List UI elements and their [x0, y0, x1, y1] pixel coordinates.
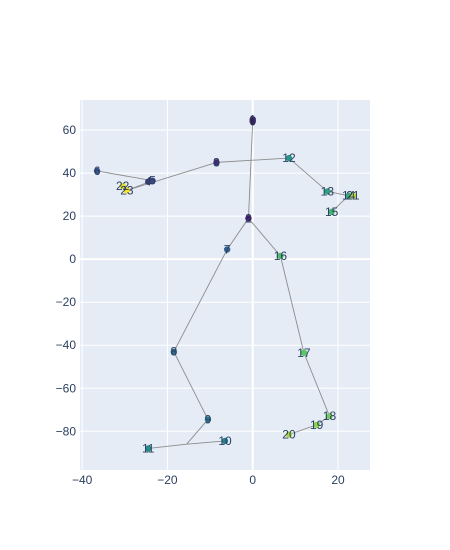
point-marker	[145, 445, 152, 452]
y-axis-ticks: −80 −60 −40 −20 0 20 40 60	[56, 123, 77, 438]
point-label: 15	[325, 205, 339, 219]
points	[93, 116, 357, 452]
point-marker	[93, 167, 101, 175]
point-label: 6	[94, 164, 101, 178]
edge-line	[331, 195, 349, 213]
edge-line	[216, 157, 289, 163]
point-label: 13	[321, 184, 335, 198]
edge-line	[288, 157, 328, 192]
edge-line	[288, 424, 317, 435]
edge-line	[186, 419, 209, 445]
point-marker	[149, 177, 156, 184]
edge-line	[126, 161, 217, 191]
point-label: 9	[205, 412, 212, 426]
edge-line	[96, 170, 153, 182]
point-marker	[170, 348, 178, 355]
point-marker	[245, 215, 252, 222]
edge-line	[327, 190, 349, 197]
point-label: 0	[249, 115, 256, 129]
point-marker	[349, 192, 357, 199]
edge-line	[280, 255, 305, 353]
point-label: 19	[310, 418, 324, 432]
point-marker	[328, 208, 335, 216]
point-label: 10	[218, 434, 232, 448]
point-marker	[213, 159, 220, 166]
point-label: 17	[297, 346, 311, 360]
edge-line	[303, 352, 330, 417]
point-label: 22	[116, 179, 130, 193]
point-label: 21	[346, 189, 360, 203]
edge-line	[248, 218, 281, 257]
point-marker	[123, 187, 131, 194]
point-label: 5	[149, 174, 156, 188]
point-label: 23	[120, 183, 134, 197]
point-marker	[249, 116, 256, 123]
y-tick-label: 60	[63, 123, 77, 137]
point-marker	[277, 252, 284, 260]
edge-line	[226, 218, 249, 250]
point-marker	[285, 431, 293, 438]
edges	[96, 121, 349, 449]
point-marker	[285, 154, 293, 162]
x-tick-label: 20	[331, 473, 345, 487]
x-tick-label: −40	[72, 473, 93, 487]
point-label: 8	[170, 345, 177, 359]
point-marker	[313, 421, 320, 429]
point-marker	[300, 349, 308, 356]
point-marker	[221, 437, 229, 445]
x-tick-label: 0	[249, 473, 256, 487]
point-label: 18	[323, 409, 337, 423]
point-label: 1	[249, 112, 256, 126]
point-label: 3	[213, 155, 220, 169]
edge-line	[148, 443, 187, 449]
y-tick-label: 40	[63, 166, 77, 180]
point-label: 20	[282, 428, 296, 442]
point-marker	[324, 188, 331, 195]
point-marker	[223, 246, 231, 253]
x-axis-ticks: −40 −20 0 20	[72, 473, 345, 487]
point-marker	[119, 182, 126, 190]
point-marker	[204, 416, 212, 423]
y-tick-label: −60	[56, 381, 77, 395]
y-tick-label: 20	[63, 209, 77, 223]
edge-line	[173, 351, 209, 420]
point-label: 2	[245, 211, 252, 225]
edge-line	[186, 440, 226, 445]
point-label: 4	[145, 175, 152, 189]
grid-lines	[80, 100, 370, 470]
x-tick-label: −20	[157, 473, 178, 487]
edge-line	[173, 249, 228, 352]
point-label: 7	[224, 243, 231, 257]
y-tick-label: 0	[69, 252, 76, 266]
y-tick-label: −20	[56, 295, 77, 309]
y-tick-label: −40	[56, 338, 77, 352]
point-label: 14	[342, 189, 356, 203]
point-label: 12	[282, 151, 296, 165]
edge-line	[248, 121, 254, 219]
point-marker	[326, 413, 333, 420]
point-label: 16	[274, 249, 288, 263]
point-label: 11	[142, 441, 155, 455]
y-tick-label: −80	[56, 424, 77, 438]
